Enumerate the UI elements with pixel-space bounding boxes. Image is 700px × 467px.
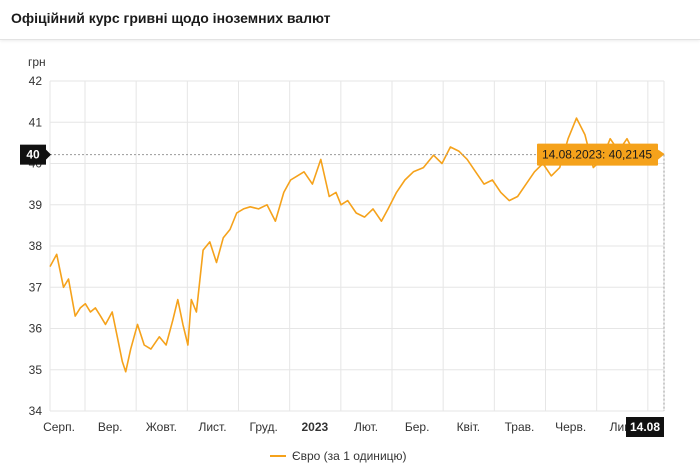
x-tick-label: Бер. [405, 420, 430, 434]
y-tick-label: 36 [29, 322, 43, 336]
legend-swatch [270, 455, 286, 457]
tooltip-arrow [658, 149, 664, 160]
crosshair-x-label: 14.08 [630, 420, 660, 434]
crosshair-y-marker [20, 144, 46, 165]
x-tick-label: Трав. [505, 420, 535, 434]
y-tick-label: 37 [29, 280, 43, 294]
y-tick-label: 42 [29, 74, 43, 88]
chart-legend[interactable]: Євро (за 1 одиницю) [270, 448, 407, 464]
crosshair-y-label: 40 [26, 148, 40, 162]
crosshair-x-marker [626, 417, 664, 437]
x-tick-label: Жовт. [146, 420, 177, 434]
legend-series-label: Євро (за 1 одиницю) [292, 449, 407, 463]
x-tick-label: Вер. [98, 420, 123, 434]
y-tick-label: 34 [29, 404, 43, 418]
series-line-euro [49, 117, 665, 373]
y-axis-unit-label: грн [28, 55, 46, 69]
y-tick-label: 35 [29, 363, 43, 377]
y-tick-label: 41 [29, 115, 43, 129]
y-tick-label: 39 [29, 198, 43, 212]
x-tick-label: Лют. [354, 420, 378, 434]
x-tick-label: Серп. [43, 420, 75, 434]
page-header: Офіційний курс гривні щодо іноземних вал… [0, 0, 700, 40]
crosshair-y-marker-arrow [46, 149, 51, 160]
x-tick-label: 2023 [301, 420, 328, 434]
x-tick-label: Груд. [250, 420, 278, 434]
x-tick-label: Квіт. [457, 420, 481, 434]
x-tick-label: Черв. [555, 420, 586, 434]
page-title: Офіційний курс гривні щодо іноземних вал… [11, 10, 331, 26]
y-tick-label: 38 [29, 239, 43, 253]
tooltip-box [537, 143, 658, 166]
tooltip-text: 14.08.2023: 40,2145 [542, 148, 652, 162]
x-tick-label: Лист. [198, 420, 226, 434]
